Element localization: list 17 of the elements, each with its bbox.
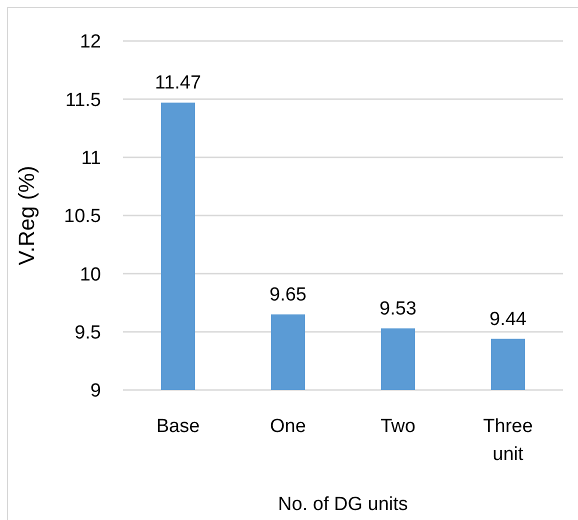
data-label: 9.53 bbox=[380, 298, 416, 320]
y-tick-label: 12 bbox=[80, 32, 101, 53]
data-label: 11.47 bbox=[154, 72, 202, 94]
y-tick-label: 10.5 bbox=[64, 206, 101, 228]
x-axis-title: No. of DG units bbox=[278, 494, 408, 515]
y-tick-label: 11.5 bbox=[65, 90, 101, 111]
y-tick-label: 9 bbox=[90, 380, 101, 402]
data-label: 9.44 bbox=[490, 308, 527, 330]
x-tick-label: One bbox=[270, 416, 306, 437]
x-tick-label: Two bbox=[380, 416, 416, 437]
x-tick-label: Base bbox=[156, 416, 200, 437]
y-tick-label: 11 bbox=[81, 148, 101, 169]
x-tick-label: Three unit bbox=[483, 416, 533, 465]
y-tick-label: 9.5 bbox=[74, 322, 101, 344]
y-tick-label: 10 bbox=[80, 264, 101, 286]
data-label: 9.65 bbox=[270, 284, 306, 306]
y-axis-title: V.Reg (%) bbox=[14, 166, 39, 266]
